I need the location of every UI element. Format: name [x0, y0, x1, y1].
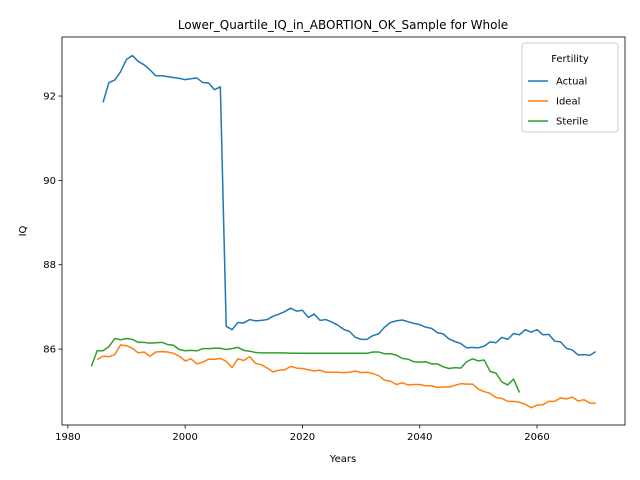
y-tick-label: 86	[43, 345, 56, 356]
x-tick-label: 2020	[290, 432, 315, 443]
legend-label-sterile: Sterile	[556, 117, 588, 128]
series-layer	[90, 54, 597, 409]
legend: Fertility Actual Ideal Sterile	[521, 42, 619, 133]
x-tick-label: 2060	[524, 432, 549, 443]
y-tick-label: 90	[43, 176, 56, 187]
y-tick-label: 88	[43, 260, 56, 271]
x-tick-label: 1980	[55, 432, 80, 443]
x-tick-label: 2000	[172, 432, 197, 443]
series-line-ideal	[96, 344, 596, 409]
series-line-actual	[102, 54, 597, 357]
chart-title: Lower_Quartile_IQ_in_ABORTION_OK_Sample …	[178, 18, 508, 32]
legend-box	[521, 42, 619, 133]
y-tick-label: 92	[43, 92, 56, 103]
legend-entries: Actual Ideal Sterile	[528, 77, 588, 128]
y-axis-label: IQ	[18, 225, 29, 236]
legend-label-ideal: Ideal	[556, 97, 580, 108]
x-axis-label: Years	[329, 454, 356, 465]
x-tick-label: 2040	[407, 432, 432, 443]
plot-frame	[61, 36, 626, 426]
y-axis: 86 88 90 92	[43, 92, 62, 356]
series-line-sterile	[90, 337, 521, 393]
x-axis: 1980 2000 2020 2040 2060	[55, 425, 550, 443]
legend-title: Fertility	[551, 54, 589, 65]
legend-label-actual: Actual	[556, 77, 587, 88]
